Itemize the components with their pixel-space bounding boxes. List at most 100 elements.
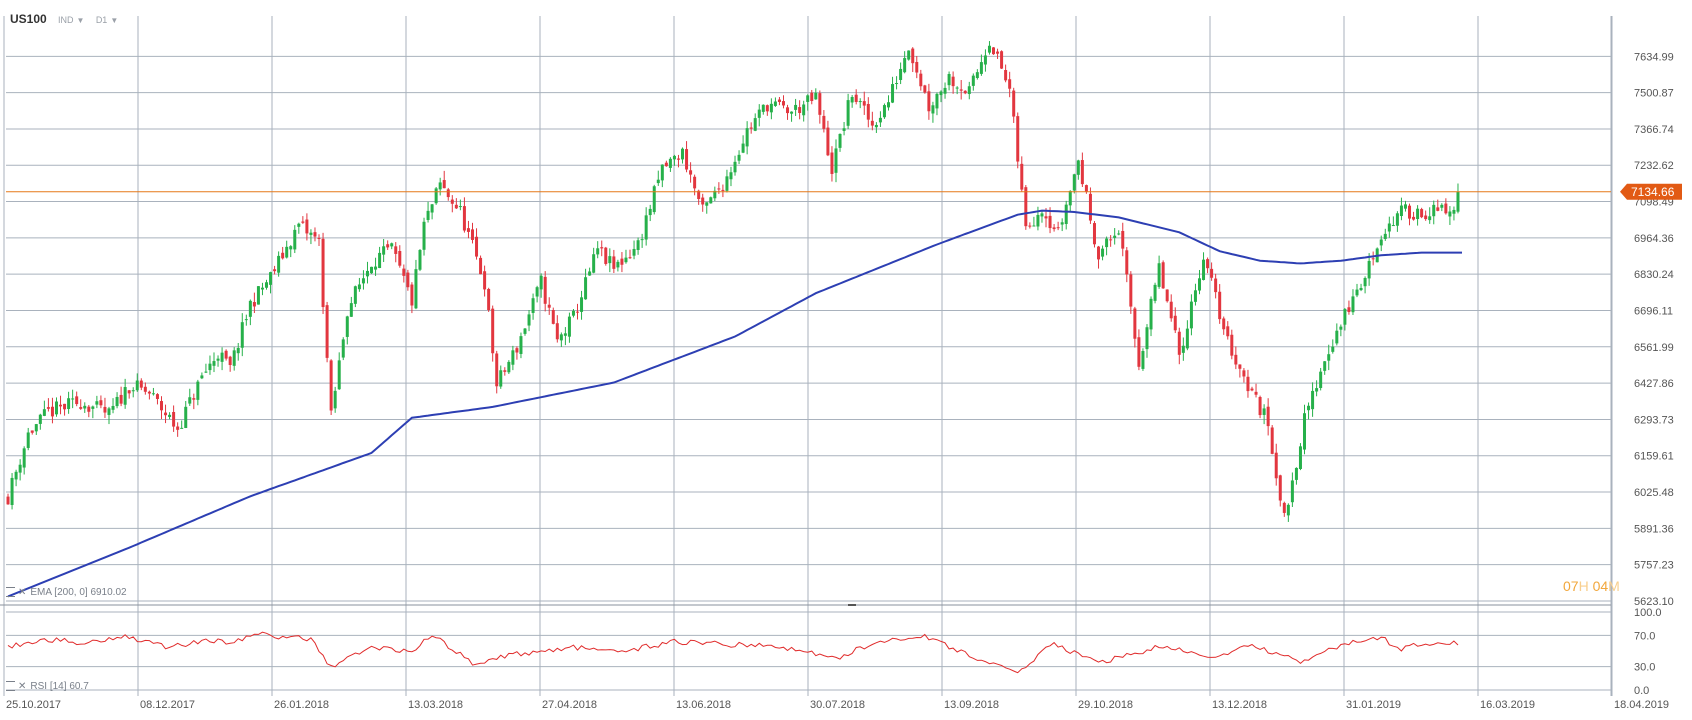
close-icon[interactable]: ✕: [18, 587, 27, 598]
x-tick-label: 27.04.2018: [542, 699, 597, 711]
candle-body: [1315, 388, 1319, 392]
y-tick-label: 7366.74: [1634, 124, 1674, 136]
candle-body: [1048, 215, 1052, 229]
candle-body: [709, 197, 713, 204]
candle-body: [854, 94, 858, 102]
candle-body: [172, 412, 176, 427]
candle-body: [717, 188, 721, 190]
candle-body: [632, 248, 636, 256]
candle-body: [131, 390, 135, 392]
rsi-tick-label: 30.0: [1634, 662, 1655, 674]
y-tick-label: 5891.36: [1634, 523, 1674, 535]
candle-body: [434, 188, 438, 204]
candle-body: [1016, 116, 1020, 162]
candle-body: [1218, 291, 1222, 320]
candle-body: [1278, 475, 1282, 501]
candle-body: [1068, 190, 1072, 206]
candle-body: [123, 387, 127, 405]
settings-icon[interactable]: [6, 681, 15, 692]
candle-body: [1403, 204, 1407, 209]
candle-body: [151, 393, 155, 395]
candle-body: [1339, 326, 1343, 330]
candle-body: [806, 95, 810, 102]
candle-body: [1080, 160, 1084, 185]
x-tick-label: 16.03.2019: [1480, 699, 1535, 711]
candle-body: [882, 105, 886, 118]
candle-body: [769, 103, 773, 113]
candle-body: [6, 496, 10, 505]
candle-body: [115, 396, 119, 407]
candle-body: [301, 221, 305, 223]
candle-body: [1351, 296, 1355, 313]
x-tick-label: 31.01.2019: [1346, 699, 1401, 711]
candle-body: [870, 120, 874, 126]
candle-body: [317, 237, 321, 239]
symbol-label[interactable]: US100: [10, 12, 47, 26]
candle-body: [168, 414, 172, 417]
candle-body: [580, 297, 584, 312]
candle-body: [576, 311, 580, 313]
rsi-tick-label: 70.0: [1634, 630, 1655, 642]
y-axis-tick-labels: 7634.997500.877366.747232.627098.496964.…: [1634, 51, 1674, 608]
chevron-down-icon[interactable]: ▼: [76, 16, 85, 25]
settings-icon[interactable]: [6, 587, 15, 598]
candle-body: [325, 305, 329, 358]
candle-body: [1234, 354, 1238, 365]
candle-body: [200, 375, 204, 379]
candle-body: [260, 287, 264, 290]
y-tick-label: 5623.10: [1634, 596, 1674, 608]
candle-body: [551, 310, 555, 324]
candle-body: [693, 176, 697, 189]
candle-body: [1270, 427, 1274, 454]
candle-body: [1298, 446, 1302, 469]
candle-body: [438, 182, 442, 190]
candle-body: [911, 48, 915, 64]
candle-body: [1109, 239, 1113, 241]
instrument-type[interactable]: IND: [58, 15, 74, 25]
candle-body: [1331, 346, 1335, 352]
candle-body: [745, 128, 749, 147]
candle-body: [652, 186, 656, 213]
candle-body: [103, 406, 107, 413]
candle-body: [753, 118, 757, 131]
candle-body: [1412, 216, 1416, 220]
candle-body: [600, 247, 604, 249]
y-tick-label: 6561.99: [1634, 342, 1674, 354]
candle-body: [305, 219, 309, 234]
candle-body: [604, 247, 608, 264]
candle-body: [842, 128, 846, 131]
candle-body: [483, 271, 487, 290]
candle-body: [1153, 284, 1157, 301]
candle-body: [830, 152, 834, 174]
candle-body: [523, 328, 527, 334]
candle-body: [1169, 301, 1173, 319]
candle-body: [285, 246, 289, 258]
candle-body: [1028, 225, 1032, 227]
candle-body: [1149, 298, 1153, 330]
candle-body: [644, 215, 648, 240]
candle-body: [915, 61, 919, 73]
candle-body: [337, 360, 341, 390]
candle-body: [1052, 227, 1056, 230]
candle-body: [971, 75, 975, 86]
candle-body: [30, 430, 34, 433]
candle-body: [531, 298, 535, 313]
candle-body: [983, 55, 987, 65]
candle-body: [862, 101, 866, 106]
candle-body: [640, 239, 644, 241]
candle-body: [979, 62, 983, 74]
candle-body: [697, 190, 701, 200]
candle-body: [608, 256, 612, 264]
candle-body: [470, 229, 474, 240]
candle-body: [515, 348, 519, 353]
y-tick-label: 6830.24: [1634, 269, 1674, 281]
timeframe-selector[interactable]: D1: [95, 15, 108, 25]
candle-body: [1125, 250, 1129, 275]
candle-body: [38, 414, 42, 424]
y-tick-label: 7500.87: [1634, 88, 1674, 100]
chevron-down-icon[interactable]: ▼: [110, 16, 119, 25]
candle-body: [34, 424, 38, 432]
candle-body: [228, 356, 232, 366]
close-icon[interactable]: ✕: [18, 681, 27, 692]
